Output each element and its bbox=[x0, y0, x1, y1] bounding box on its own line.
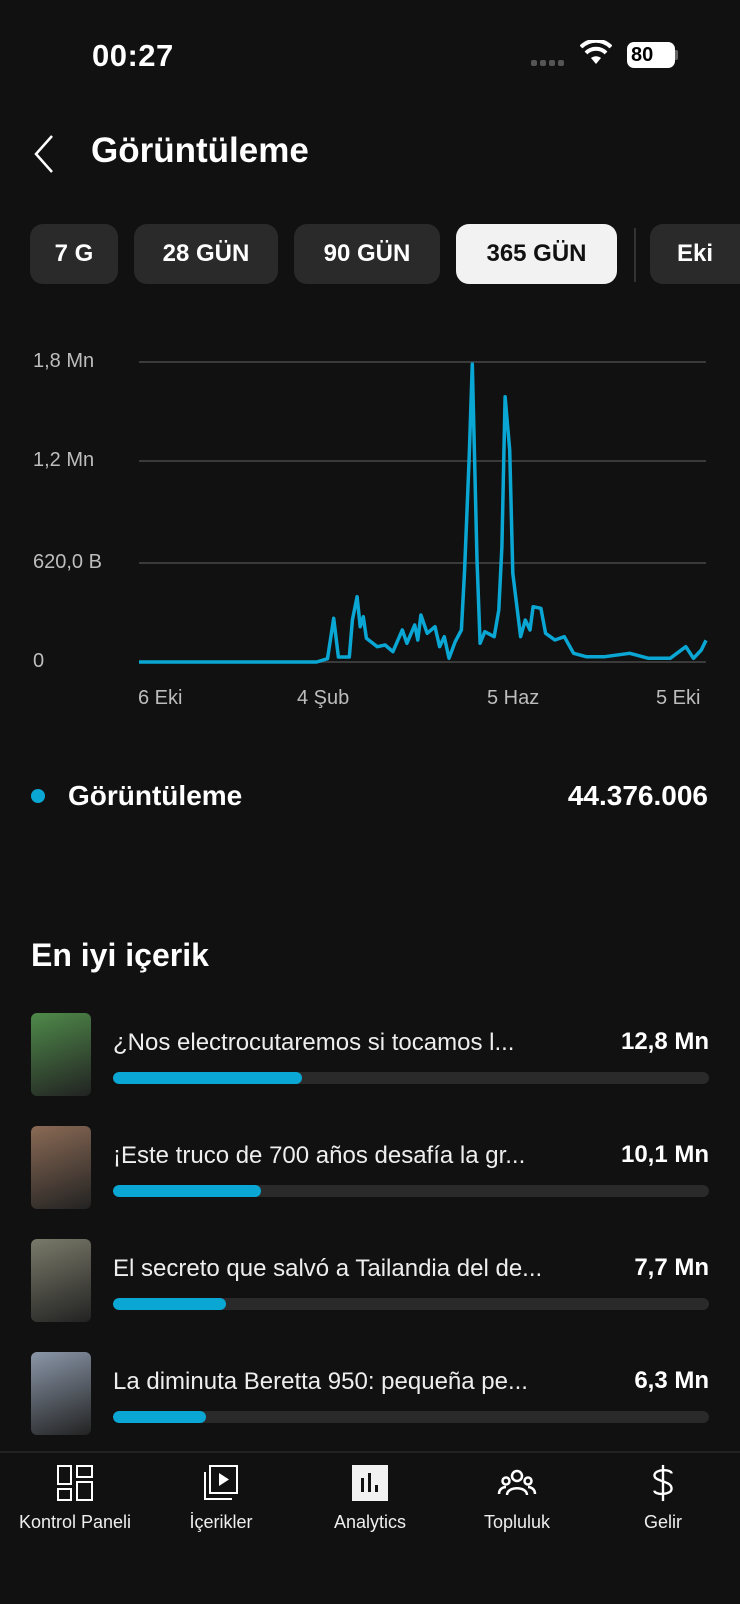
section-title: En iyi içerik bbox=[31, 937, 209, 973]
video-title: ¿Nos electrocutaremos si tocamos l... bbox=[113, 1029, 515, 1056]
nav-community[interactable]: Topluluk bbox=[443, 1464, 591, 1544]
x-tick-label: 6 Eki bbox=[138, 687, 183, 709]
views-bar-fill bbox=[113, 1411, 206, 1423]
y-tick-label: 1,8 Mn bbox=[33, 350, 95, 372]
views-bar-fill bbox=[113, 1072, 302, 1084]
y-tick-label: 0 bbox=[33, 650, 45, 672]
tab-365-days[interactable]: 365 GÜN bbox=[456, 224, 617, 284]
analytics-icon bbox=[352, 1465, 388, 1501]
nav-label: Gelir bbox=[643, 1512, 682, 1532]
video-thumbnail[interactable] bbox=[31, 1352, 91, 1435]
views-line-chart[interactable] bbox=[0, 340, 740, 680]
battery-tip bbox=[675, 50, 678, 60]
tab-90-days[interactable]: 90 GÜN bbox=[294, 224, 440, 284]
views-bar-fill bbox=[113, 1185, 262, 1197]
video-title: El secreto que salvó a Tailandia del de.… bbox=[113, 1255, 543, 1282]
nav-divider bbox=[0, 1451, 740, 1453]
nav-dashboard[interactable]: Kontrol Paneli bbox=[1, 1464, 149, 1544]
page-title: Görüntüleme bbox=[91, 131, 309, 170]
tab-label: Eki bbox=[676, 240, 714, 267]
list-item[interactable]: ¿Nos electrocutaremos si tocamos l... 12… bbox=[0, 1013, 740, 1103]
y-tick-label: 1,2 Mn bbox=[33, 449, 95, 471]
wifi-icon bbox=[580, 40, 612, 64]
list-item[interactable]: La diminuta Beretta 950: pequeña pe... 6… bbox=[0, 1352, 740, 1442]
signal-dots-icon bbox=[531, 60, 564, 66]
video-views: 7,7 Mn bbox=[634, 1254, 709, 1281]
list-item[interactable]: ¡Este truco de 700 años desafía la gr...… bbox=[0, 1126, 740, 1216]
nav-label: Analytics bbox=[333, 1512, 407, 1532]
video-title: ¡Este truco de 700 años desafía la gr... bbox=[113, 1142, 526, 1169]
nav-analytics[interactable]: Analytics bbox=[296, 1464, 444, 1544]
tab-divider bbox=[634, 228, 636, 282]
video-views: 10,1 Mn bbox=[620, 1141, 709, 1168]
video-thumbnail[interactable] bbox=[31, 1126, 91, 1209]
tab-month-eki[interactable]: Eki bbox=[650, 224, 740, 284]
legend-label: Görüntüleme bbox=[68, 780, 243, 811]
views-bar-track bbox=[113, 1298, 709, 1310]
legend-dot-icon bbox=[31, 789, 45, 803]
video-views: 12,8 Mn bbox=[620, 1028, 709, 1055]
views-bar-track bbox=[113, 1411, 709, 1423]
tab-label: 365 GÜN bbox=[486, 240, 587, 267]
y-tick-label: 620,0 B bbox=[33, 551, 102, 573]
video-title: La diminuta Beretta 950: pequeña pe... bbox=[113, 1368, 528, 1395]
list-item[interactable]: El secreto que salvó a Tailandia del de.… bbox=[0, 1239, 740, 1329]
nav-label: Kontrol Paneli bbox=[18, 1512, 132, 1532]
views-bar-track bbox=[113, 1185, 709, 1197]
x-tick-label: 5 Haz bbox=[487, 687, 540, 709]
community-icon bbox=[497, 1469, 537, 1496]
nav-label: Topluluk bbox=[483, 1512, 551, 1532]
tab-7-days[interactable]: 7 G bbox=[30, 224, 118, 284]
total-views: 44.376.006 bbox=[567, 780, 708, 811]
battery-level: 80 bbox=[631, 44, 654, 66]
nav-label: İçerikler bbox=[189, 1512, 253, 1532]
views-bar-fill bbox=[113, 1298, 227, 1310]
battery-charging-icon: 80 bbox=[627, 42, 675, 68]
dashboard-icon bbox=[57, 1465, 93, 1501]
series-line bbox=[139, 362, 708, 664]
tab-label: 90 GÜN bbox=[323, 240, 411, 267]
tab-label: 7 G bbox=[54, 240, 94, 267]
x-tick-label: 4 Şub bbox=[297, 687, 350, 709]
chevron-left-icon[interactable] bbox=[32, 134, 58, 174]
views-bar-track bbox=[113, 1072, 709, 1084]
video-views: 6,3 Mn bbox=[634, 1367, 709, 1394]
tab-label: 28 GÜN bbox=[162, 240, 250, 267]
nav-content[interactable]: İçerikler bbox=[147, 1464, 295, 1544]
video-thumbnail[interactable] bbox=[31, 1013, 91, 1096]
tab-28-days[interactable]: 28 GÜN bbox=[134, 224, 278, 284]
nav-revenue[interactable]: Gelir bbox=[589, 1464, 737, 1544]
content-library-icon bbox=[204, 1465, 238, 1500]
dollar-icon bbox=[653, 1464, 673, 1502]
status-time: 00:27 bbox=[92, 38, 174, 73]
x-tick-label: 5 Eki bbox=[656, 687, 701, 709]
video-thumbnail[interactable] bbox=[31, 1239, 91, 1322]
